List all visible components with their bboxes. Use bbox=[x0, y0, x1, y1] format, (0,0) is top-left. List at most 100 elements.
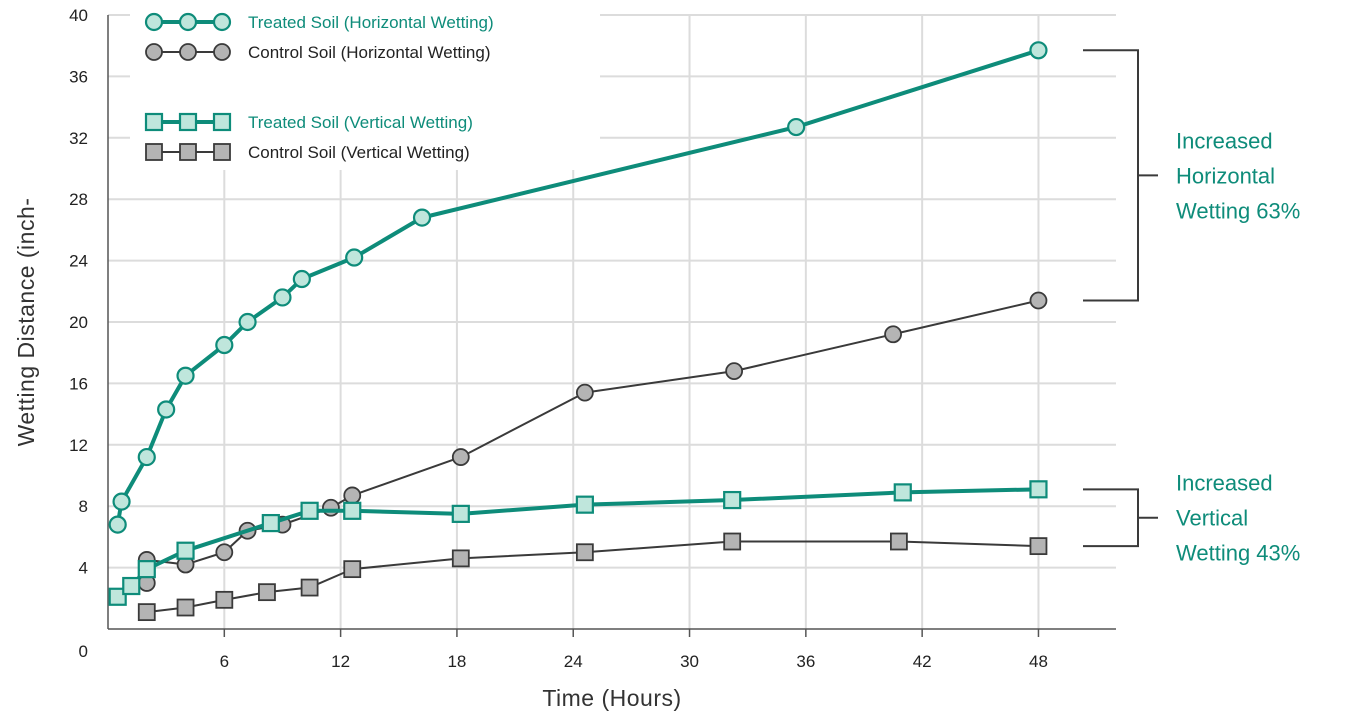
y-tick-label: 12 bbox=[69, 436, 88, 455]
data-point bbox=[322, 498, 340, 517]
y-tick-label: 16 bbox=[69, 374, 88, 393]
legend-marker bbox=[179, 43, 197, 61]
series-1 bbox=[108, 41, 1048, 534]
series-4 bbox=[137, 532, 1048, 622]
data-point bbox=[893, 483, 912, 502]
y-tick-label: 24 bbox=[69, 252, 88, 271]
legend-marker bbox=[212, 112, 232, 132]
legend: Treated Soil (Horizontal Wetting) Control… bbox=[144, 12, 494, 162]
legend-label: Treated Soil (Horizontal Wetting) bbox=[248, 13, 494, 32]
legend-background bbox=[130, 2, 600, 170]
data-point bbox=[451, 549, 470, 568]
annotation-text: Increased bbox=[1176, 128, 1273, 153]
data-point bbox=[258, 583, 276, 602]
data-point bbox=[137, 447, 156, 467]
y-tick-label: 28 bbox=[69, 190, 88, 209]
legend-label: Control Soil (Vertical Wetting) bbox=[248, 143, 470, 162]
annotation-2: Increased Vertical Wetting 43% bbox=[1083, 471, 1300, 566]
data-point bbox=[575, 383, 594, 402]
x-tick-label: 24 bbox=[564, 652, 583, 671]
x-tick-label: 12 bbox=[331, 652, 350, 671]
data-point bbox=[112, 492, 131, 511]
data-point bbox=[575, 495, 594, 514]
data-point bbox=[108, 515, 127, 534]
data-point bbox=[137, 560, 156, 579]
legend-marker bbox=[213, 143, 231, 161]
data-point bbox=[343, 501, 362, 520]
data-point bbox=[176, 541, 195, 560]
y-tick-label: 40 bbox=[69, 6, 88, 25]
data-point bbox=[451, 448, 470, 466]
legend-item-1: Treated Soil (Horizontal Wetting) bbox=[144, 12, 494, 32]
y-tick-label: 32 bbox=[69, 129, 88, 148]
legend-marker bbox=[178, 112, 198, 132]
data-point bbox=[575, 543, 594, 562]
data-point bbox=[300, 578, 319, 597]
data-point bbox=[723, 490, 742, 510]
data-point bbox=[889, 532, 908, 551]
data-point bbox=[122, 576, 141, 596]
legend-marker bbox=[145, 43, 163, 61]
data-point bbox=[108, 587, 127, 606]
y-axis-title: Wetting Distance (inch- bbox=[13, 198, 39, 447]
y-tick-label: 8 bbox=[79, 497, 88, 516]
annotations: Increased Horizontal Wetting 63% Increased V… bbox=[1083, 49, 1300, 566]
legend-item-3: Treated Soil (Vertical Wetting) bbox=[144, 112, 473, 132]
bracket bbox=[1083, 49, 1139, 302]
axes bbox=[107, 15, 1116, 637]
data-point bbox=[215, 590, 234, 609]
x-tick-label: 48 bbox=[1029, 652, 1048, 671]
annotation-1: Increased Horizontal Wetting 63% bbox=[1083, 49, 1300, 302]
x-tick-label: 18 bbox=[447, 652, 466, 671]
data-point bbox=[176, 366, 195, 385]
data-point bbox=[300, 501, 319, 520]
data-point bbox=[1029, 41, 1048, 60]
annotation-text: Wetting 63% bbox=[1176, 198, 1300, 223]
data-point bbox=[451, 504, 470, 523]
data-point bbox=[238, 312, 257, 332]
annotation-text: Increased bbox=[1176, 471, 1273, 496]
legend-item-2: Control Soil (Horizontal Wetting) bbox=[145, 43, 491, 62]
origin-label: 0 bbox=[79, 642, 88, 661]
data-point bbox=[1029, 537, 1048, 556]
legend-marker bbox=[178, 12, 198, 32]
data-point bbox=[215, 543, 234, 562]
annotation-text: Wetting 43% bbox=[1176, 541, 1300, 566]
y-tick-label: 4 bbox=[79, 559, 88, 578]
annotation-text: Horizontal bbox=[1176, 163, 1275, 188]
x-tick-label: 30 bbox=[680, 652, 699, 671]
x-axis-title: Time (Hours) bbox=[542, 685, 681, 711]
data-point bbox=[1029, 480, 1048, 499]
legend-label: Treated Soil (Vertical Wetting) bbox=[248, 113, 473, 132]
data-point bbox=[723, 532, 742, 551]
data-point bbox=[345, 248, 364, 267]
data-point bbox=[292, 269, 311, 289]
data-point bbox=[343, 560, 362, 579]
legend-marker bbox=[145, 143, 163, 161]
x-tick-label: 42 bbox=[913, 652, 932, 671]
data-point bbox=[787, 117, 806, 137]
legend-label: Control Soil (Horizontal Wetting) bbox=[248, 43, 491, 62]
legend-item-4: Control Soil (Vertical Wetting) bbox=[145, 143, 470, 162]
data-point bbox=[215, 335, 234, 355]
bracket bbox=[1083, 488, 1139, 548]
y-tick-label: 36 bbox=[69, 67, 88, 86]
y-tick-label: 20 bbox=[69, 313, 88, 332]
data-point bbox=[137, 603, 156, 622]
data-point bbox=[1029, 291, 1048, 310]
data-point bbox=[261, 513, 280, 533]
data-point bbox=[157, 400, 176, 419]
data-point bbox=[273, 288, 292, 307]
data-point bbox=[176, 598, 195, 617]
legend-marker bbox=[213, 43, 231, 61]
annotation-text: Vertical bbox=[1176, 506, 1248, 531]
data-point bbox=[412, 208, 432, 227]
series-3 bbox=[108, 480, 1048, 606]
x-tick-label: 6 bbox=[220, 652, 229, 671]
legend-marker bbox=[179, 143, 197, 161]
legend-marker bbox=[144, 112, 164, 132]
data-point bbox=[343, 486, 362, 505]
x-tick-label: 36 bbox=[796, 652, 815, 671]
